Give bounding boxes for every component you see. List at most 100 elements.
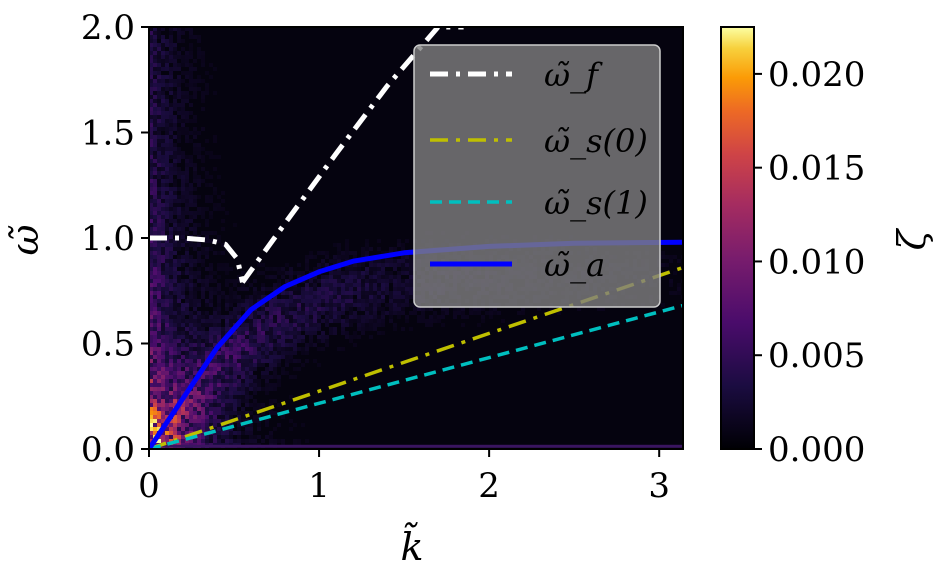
heatmap-cell (245, 399, 249, 403)
heatmap-cell (149, 95, 153, 99)
heatmap-cell (173, 419, 177, 423)
series-line-0-1 (240, 27, 464, 284)
heatmap-cell (217, 155, 221, 159)
heatmap-cell (181, 283, 185, 287)
heatmap-cell (201, 211, 205, 215)
heatmap-cell (357, 335, 361, 339)
heatmap-cell (257, 351, 261, 355)
heatmap-cell (229, 287, 233, 291)
heatmap-cell (181, 319, 185, 323)
heatmap-cell (241, 419, 245, 423)
heatmap-cell (185, 119, 189, 123)
heatmap-cell (161, 319, 165, 323)
heatmap-cell (249, 283, 253, 287)
heatmap-cell (157, 367, 161, 371)
heatmap-cell (217, 339, 221, 343)
heatmap-cell (221, 391, 225, 395)
heatmap-cell (201, 279, 205, 283)
heatmap-cell (153, 315, 157, 319)
heatmap-cell (161, 395, 165, 399)
heatmap-cell (397, 307, 401, 311)
heatmap-cell (369, 287, 373, 291)
heatmap-cell (201, 291, 205, 295)
heatmap-cell (169, 123, 173, 127)
heatmap-cell (161, 39, 165, 43)
heatmap-cell (189, 227, 193, 231)
heatmap-cell (173, 195, 177, 199)
heatmap-cell (165, 171, 169, 175)
heatmap-cell (325, 255, 329, 259)
heatmap-cell (225, 307, 229, 311)
heatmap-cell (389, 311, 393, 315)
heatmap-cell (189, 339, 193, 343)
heatmap-cell (177, 331, 181, 335)
heatmap-cell (165, 67, 169, 71)
heatmap-cell (277, 379, 281, 383)
heatmap-cell (181, 423, 185, 427)
heatmap-cell (189, 35, 193, 39)
heatmap-cell (353, 283, 357, 287)
heatmap-cell (285, 339, 289, 343)
heatmap-cell (405, 255, 409, 259)
heatmap-cell (189, 119, 193, 123)
heatmap-cell (177, 243, 181, 247)
heatmap-cell (353, 275, 357, 279)
heatmap-cell (333, 319, 337, 323)
heatmap-cell (177, 263, 181, 267)
heatmap-cell (177, 91, 181, 95)
heatmap-cell (221, 403, 225, 407)
heatmap-cell (161, 211, 165, 215)
heatmap-cell (381, 311, 385, 315)
heatmap-cell (205, 379, 209, 383)
heatmap-cell (269, 299, 273, 303)
heatmap-cell (217, 319, 221, 323)
heatmap-cell (197, 315, 201, 319)
heatmap-cell (173, 123, 177, 127)
heatmap-cell (177, 431, 181, 435)
heatmap-cell (153, 279, 157, 283)
heatmap-cell (277, 279, 281, 283)
heatmap-cell (257, 355, 261, 359)
heatmap-cell (209, 63, 213, 67)
heatmap-cell (405, 283, 409, 287)
heatmap-cell (361, 319, 365, 323)
heatmap-cell (277, 375, 281, 379)
heatmap-cell (197, 407, 201, 411)
heatmap-cell (157, 339, 161, 343)
heatmap-cell (381, 279, 385, 283)
heatmap-cell (181, 207, 185, 211)
heatmap-cell (405, 299, 409, 303)
heatmap-cell (197, 151, 201, 155)
heatmap-cell (189, 395, 193, 399)
heatmap-cell (157, 147, 161, 151)
heatmap-cell (341, 283, 345, 287)
heatmap-cell (177, 239, 181, 243)
heatmap-cell (349, 319, 353, 323)
heatmap-cell (205, 439, 209, 443)
heatmap-cell (189, 79, 193, 83)
heatmap-cell (337, 247, 341, 251)
heatmap-cell (213, 423, 217, 427)
heatmap-cell (161, 103, 165, 107)
heatmap-cell (161, 247, 165, 251)
heatmap-cell (661, 255, 665, 259)
heatmap-cell (253, 415, 257, 419)
heatmap-cell (173, 243, 177, 247)
heatmap-cell (297, 315, 301, 319)
heatmap-cell (289, 355, 293, 359)
heatmap-cell (249, 411, 253, 415)
heatmap-cell (193, 187, 197, 191)
heatmap-cell (173, 279, 177, 283)
heatmap-cell (305, 331, 309, 335)
heatmap-cell (285, 279, 289, 283)
heatmap-cell (313, 303, 317, 307)
heatmap-cell (241, 323, 245, 327)
heatmap-cell (409, 295, 413, 299)
heatmap-cell (333, 291, 337, 295)
heatmap-cell (169, 303, 173, 307)
heatmap-cell (377, 239, 381, 243)
heatmap-cell (405, 271, 409, 275)
heatmap-cell (277, 271, 281, 275)
heatmap-cell (265, 383, 269, 387)
